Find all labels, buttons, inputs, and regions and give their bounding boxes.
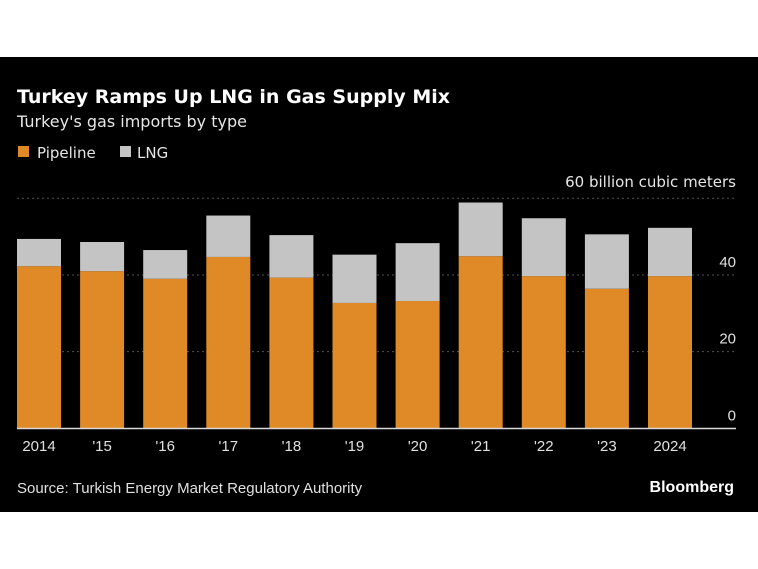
- bar-lng-17: [206, 215, 251, 257]
- bar-pipeline-17: [206, 256, 251, 429]
- bar-lng-22: [521, 218, 566, 277]
- bloomberg-logo: Bloomberg: [650, 479, 734, 496]
- x-tick-19: '19: [345, 438, 365, 455]
- bar-lng-23: [584, 234, 629, 289]
- x-tick-2014: 2014: [22, 438, 55, 455]
- bar-pipeline-15: [80, 271, 125, 429]
- x-tick-21: '21: [471, 438, 491, 455]
- bar-pipeline-16: [143, 278, 188, 429]
- bar-lng-20: [395, 243, 440, 302]
- x-tick-2024: 2024: [653, 438, 686, 455]
- bar-pipeline-19: [332, 302, 377, 429]
- chart: Turkey Ramps Up LNG in Gas Supply Mix Tu…: [16, 86, 736, 497]
- source-note: Source: Turkish Energy Market Regulatory…: [17, 480, 363, 497]
- legend-label-pipeline: Pipeline: [37, 144, 96, 162]
- bars: [17, 202, 692, 429]
- bar-lng-21: [458, 202, 503, 257]
- x-tick-17: '17: [219, 438, 239, 455]
- bar-lng-2024: [648, 227, 692, 277]
- bar-lng-19: [332, 254, 377, 303]
- legend-label-lng: LNG: [137, 144, 168, 162]
- bar-lng-15: [80, 242, 125, 272]
- bar-pipeline-23: [584, 288, 629, 429]
- bar-pipeline-2014: [17, 266, 61, 429]
- chart-title: Turkey Ramps Up LNG in Gas Supply Mix: [17, 86, 450, 108]
- x-tick-15: '15: [92, 438, 112, 455]
- bar-pipeline-18: [269, 277, 314, 429]
- bar-pipeline-2024: [648, 276, 692, 429]
- bar-pipeline-22: [521, 276, 566, 429]
- y-tick-20: 20: [719, 331, 736, 348]
- x-tick-20: '20: [408, 438, 428, 455]
- unit-label: 60 billion cubic meters: [565, 173, 736, 191]
- chart-panel: Turkey Ramps Up LNG in Gas Supply Mix Tu…: [0, 57, 758, 512]
- legend-swatch-lng: [120, 146, 131, 157]
- x-tick-22: '22: [534, 438, 554, 455]
- bar-lng-18: [269, 235, 314, 278]
- legend-swatch-pipeline: [18, 146, 29, 157]
- legend: Pipeline LNG: [18, 144, 168, 162]
- chart-subtitle: Turkey's gas imports by type: [16, 112, 247, 131]
- y-tick-40: 40: [719, 254, 736, 271]
- bar-lng-2014: [17, 238, 61, 267]
- y-tick-0: 0: [728, 407, 736, 424]
- bar-pipeline-21: [458, 256, 503, 429]
- x-tick-16: '16: [155, 438, 175, 455]
- bar-lng-16: [143, 250, 188, 279]
- x-tick-labels: 2014 '15 '16 '17 '18 '19 '20 '21 '22 '23 2024: [22, 438, 686, 455]
- x-tick-23: '23: [597, 438, 617, 455]
- bar-pipeline-20: [395, 301, 440, 429]
- x-tick-18: '18: [282, 438, 302, 455]
